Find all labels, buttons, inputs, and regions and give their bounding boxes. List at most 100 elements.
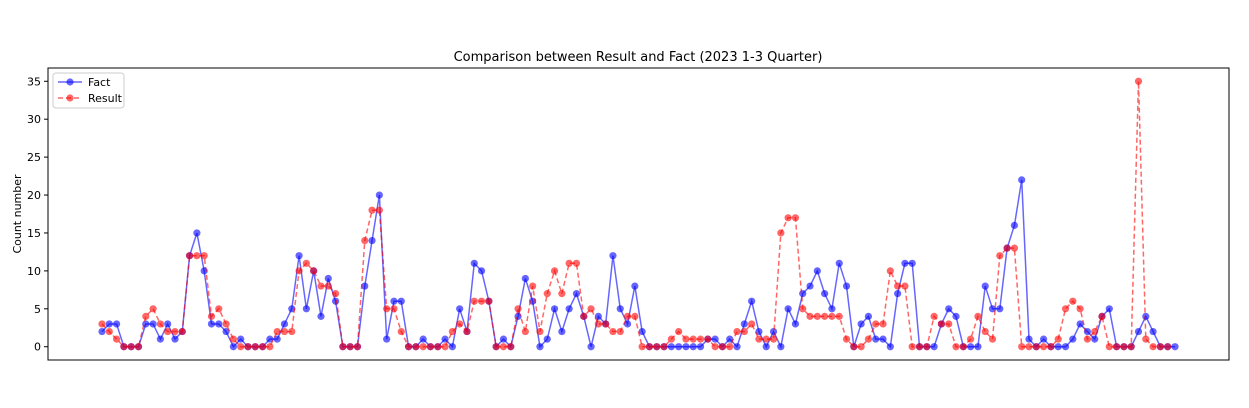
data-point-fact (302, 305, 310, 313)
data-point-fact (1025, 335, 1033, 343)
data-point-fact (390, 297, 398, 305)
data-point-result (806, 312, 814, 320)
data-point-result (682, 335, 690, 343)
data-point-fact (499, 335, 508, 343)
data-point-result (426, 343, 435, 351)
data-point-fact (894, 290, 902, 298)
data-point-fact (456, 305, 464, 313)
data-point-fact (572, 290, 581, 298)
data-point-result (156, 320, 164, 328)
data-point-result (324, 282, 332, 290)
data-point-result (587, 305, 595, 313)
data-point-result (404, 343, 413, 351)
data-point-result (434, 343, 442, 351)
data-point-result (1142, 335, 1150, 343)
data-point-result (105, 327, 113, 336)
data-point-fact (864, 312, 873, 320)
data-point-result (521, 327, 529, 336)
data-point-fact (835, 259, 843, 267)
data-point-result (974, 312, 982, 320)
data-point-fact (375, 191, 383, 199)
data-point-result (477, 297, 486, 305)
data-point-result (207, 312, 216, 320)
data-point-fact (1076, 320, 1084, 328)
data-point-result (390, 305, 398, 313)
data-point-fact (879, 335, 887, 343)
data-point-result (448, 327, 456, 336)
y-tick-label: 30 (27, 113, 41, 126)
data-point-result (361, 236, 369, 245)
data-point-fact (587, 343, 595, 351)
data-point-fact (813, 267, 821, 275)
legend-marker-fact (66, 78, 74, 86)
data-point-result (412, 343, 420, 351)
data-point-fact (945, 305, 953, 313)
data-point-fact (215, 320, 223, 328)
data-point-result (1032, 343, 1040, 351)
data-point-result (864, 335, 873, 343)
data-point-result (638, 343, 646, 351)
data-point-fact (667, 343, 675, 351)
data-point-result (1083, 335, 1092, 343)
data-point-result (178, 327, 186, 336)
data-point-fact (682, 343, 690, 351)
data-point-result (623, 312, 632, 320)
data-point-result (543, 290, 551, 298)
data-point-result (908, 343, 916, 351)
data-point-result (704, 335, 712, 343)
data-point-fact (1069, 335, 1077, 343)
data-point-result (594, 320, 602, 328)
data-point-fact (536, 343, 544, 351)
data-point-fact (98, 327, 106, 336)
data-point-result (215, 305, 223, 313)
data-point-result (485, 297, 493, 305)
series-line-fact (101, 179, 1175, 350)
data-point-fact (368, 236, 376, 245)
data-point-fact (974, 343, 982, 351)
y-tick-label: 0 (34, 341, 41, 354)
data-point-fact (821, 290, 829, 298)
legend-marker-result (66, 94, 74, 102)
data-point-result (711, 343, 719, 351)
data-point-fact (740, 320, 748, 328)
data-point-result (463, 327, 471, 336)
data-point-result (572, 259, 581, 267)
data-point-result (1069, 297, 1077, 305)
data-point-fact (1171, 343, 1179, 351)
data-point-result (784, 214, 792, 222)
data-point-result (346, 343, 354, 351)
data-point-result (171, 327, 179, 336)
y-tick-label: 15 (27, 227, 41, 240)
data-point-result (397, 327, 405, 336)
data-point-result (120, 343, 128, 351)
data-point-result (988, 335, 997, 343)
y-tick-label: 5 (34, 303, 41, 316)
data-point-fact (229, 343, 237, 351)
data-point-result (689, 335, 697, 343)
data-point-fact (594, 312, 602, 320)
data-point-result (1105, 343, 1113, 351)
data-point-fact (171, 335, 179, 343)
data-point-result (967, 335, 975, 343)
data-point-result (631, 312, 639, 320)
data-point-result (762, 335, 770, 343)
data-point-result (799, 305, 807, 313)
data-point-result (675, 327, 683, 336)
data-point-result (813, 312, 821, 320)
data-point-result (696, 335, 705, 343)
data-point-fact (967, 343, 975, 351)
data-point-fact (1061, 343, 1070, 351)
data-point-result (492, 343, 500, 351)
data-point-result (295, 267, 303, 275)
data-point-fact (266, 335, 274, 343)
data-point-result (98, 320, 106, 328)
data-point-result (1134, 77, 1143, 85)
data-point-fact (222, 327, 230, 336)
data-point-fact (784, 305, 792, 313)
data-point-result (726, 343, 734, 351)
data-point-result (550, 267, 559, 275)
data-point-fact (558, 327, 566, 336)
data-point-fact (769, 327, 778, 336)
data-point-fact (981, 282, 989, 290)
